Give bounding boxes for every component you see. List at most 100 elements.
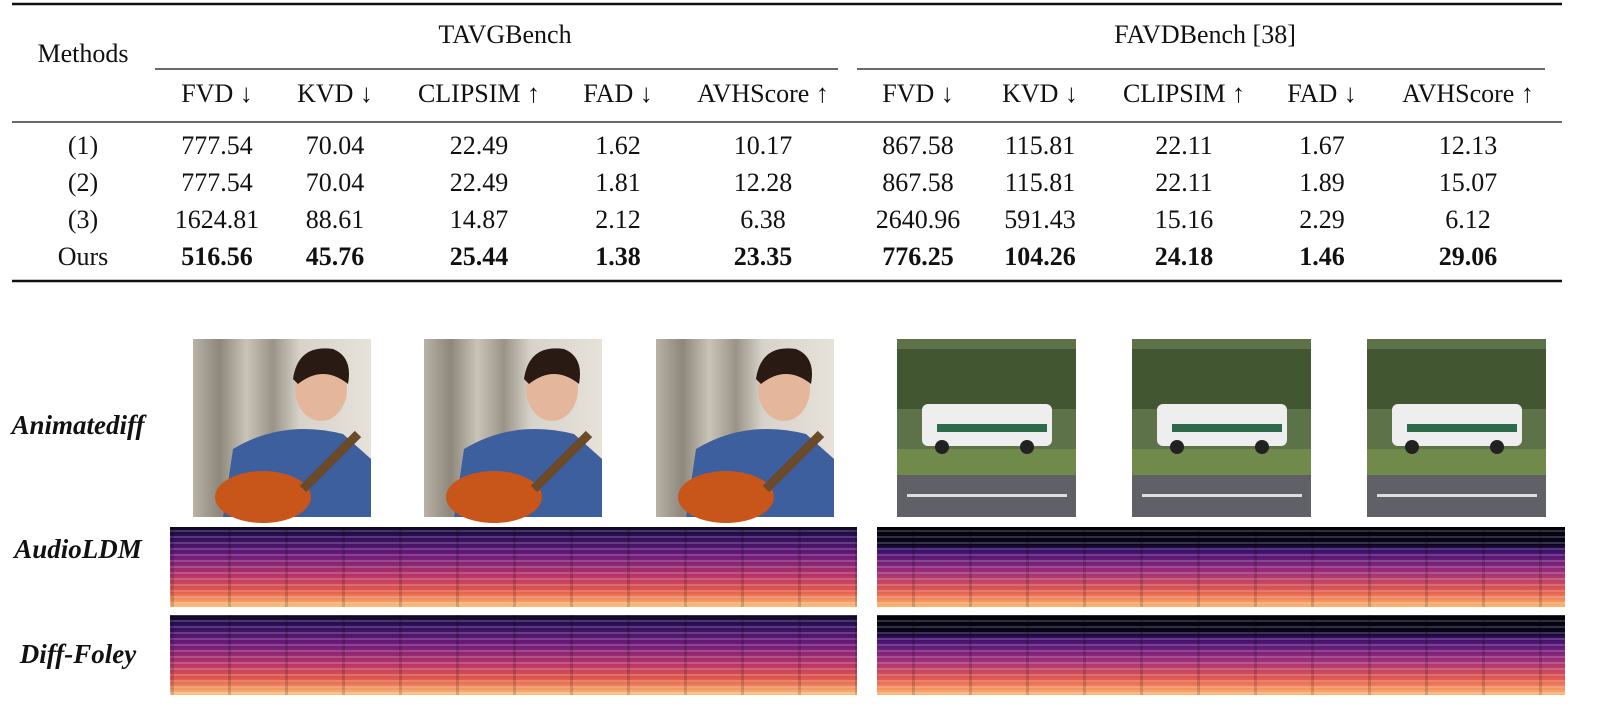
table-cell: 12.13 (1439, 131, 1498, 160)
row-label: Ours (58, 242, 109, 271)
row-label: (3) (68, 205, 98, 234)
van-stripe (1172, 424, 1282, 432)
table-cell: 115.81 (1005, 131, 1076, 160)
road-mark (1142, 494, 1302, 497)
spectrograms (170, 527, 1565, 695)
table-cell: 23.35 (734, 242, 793, 271)
method-label: AudioLDM (12, 534, 143, 564)
table-cell: 22.11 (1155, 131, 1213, 160)
row-label: (2) (68, 168, 98, 197)
table-cell: 591.43 (1004, 205, 1076, 234)
table-cell: 2.12 (595, 205, 641, 234)
hair (293, 348, 349, 384)
spectrogram-bands (170, 615, 857, 695)
table-cell: 1.89 (1299, 168, 1345, 197)
table-cell: 70.04 (306, 168, 365, 197)
table-cell: 2.29 (1299, 205, 1345, 234)
group-header: FAVDBench [38] (1114, 20, 1296, 49)
table-cell: 115.81 (1005, 168, 1076, 197)
table-cell: 867.58 (882, 168, 954, 197)
video-frame (1132, 339, 1311, 517)
guitar-neck (762, 430, 825, 493)
table-cell: 1.46 (1299, 242, 1345, 271)
hair (756, 348, 812, 384)
trees (1132, 349, 1311, 409)
table-cell: 6.12 (1445, 205, 1491, 234)
video-frame (1367, 339, 1546, 517)
video-frame (424, 339, 602, 523)
table-cell: 29.06 (1439, 242, 1498, 271)
video-frame (193, 339, 371, 523)
table-cell: 1.38 (595, 242, 641, 271)
table-cell: 25.44 (450, 242, 509, 271)
table-cell: 14.87 (450, 205, 509, 234)
column-header: AVHScore ↑ (1402, 79, 1534, 108)
trees (897, 349, 1076, 409)
wheel (935, 440, 949, 454)
van-stripe (1407, 424, 1517, 432)
spectrogram-bands (170, 527, 857, 607)
table-cell: 516.56 (181, 242, 253, 271)
van-stripe (937, 424, 1047, 432)
column-header: KVD ↓ (1002, 79, 1078, 108)
road-mark (1377, 494, 1537, 497)
table-cell: 1624.81 (175, 205, 260, 234)
video-frame (897, 339, 1076, 517)
table-cell: 22.49 (450, 168, 509, 197)
trees (1367, 349, 1546, 409)
table-cell: 22.49 (450, 131, 509, 160)
column-header: KVD ↓ (297, 79, 373, 108)
table-cell: 88.61 (306, 205, 365, 234)
table-cell: 70.04 (306, 131, 365, 160)
wheel (1490, 440, 1504, 454)
guitar (446, 471, 542, 523)
header-label: Methods (38, 39, 129, 68)
spectrogram-bands (877, 615, 1565, 695)
table-cell: 104.26 (1004, 242, 1076, 271)
wheel (1170, 440, 1184, 454)
table-cell: 2640.96 (876, 205, 961, 234)
table-cell: 1.81 (595, 168, 641, 197)
column-header: FVD ↓ (882, 79, 954, 108)
video-frame (656, 339, 834, 523)
table-cell: 15.16 (1155, 205, 1214, 234)
grass (1132, 449, 1311, 475)
table-cell: 15.07 (1439, 168, 1498, 197)
table-cell: 10.17 (734, 131, 793, 160)
table-cell: 1.67 (1299, 131, 1345, 160)
column-header: AVHScore ↑ (697, 79, 829, 108)
table-cell: 45.76 (306, 242, 365, 271)
column-header: FAD ↓ (1287, 79, 1357, 108)
column-header: CLIPSIM ↑ (1123, 79, 1245, 108)
table-cell: 776.25 (882, 242, 954, 271)
guitar (678, 471, 774, 523)
column-header: FVD ↓ (181, 79, 253, 108)
table-cell: 6.38 (740, 205, 786, 234)
guitar-neck (530, 430, 593, 493)
wheel (1255, 440, 1269, 454)
table-cell: 867.58 (882, 131, 954, 160)
column-header: CLIPSIM ↑ (418, 79, 540, 108)
guitar (215, 471, 311, 523)
guitar-neck (299, 430, 362, 493)
grass (1367, 449, 1546, 475)
table-cell: 1.62 (595, 131, 641, 160)
hair (524, 348, 580, 384)
row-label: (1) (68, 131, 98, 160)
wheel (1020, 440, 1034, 454)
image-frames (193, 339, 1546, 523)
group-header: TAVGBench (438, 20, 571, 49)
method-label: Diff-Foley (19, 639, 137, 669)
table-cell: 12.28 (734, 168, 793, 197)
table-rules (12, 2, 1562, 283)
spectrogram-bands (877, 527, 1565, 607)
table-cell: 777.54 (181, 131, 253, 160)
grass (897, 449, 1076, 475)
table-cell: 24.18 (1155, 242, 1214, 271)
method-label: Animatediff (9, 410, 147, 440)
table-cell: 777.54 (181, 168, 253, 197)
table-cell: 22.11 (1155, 168, 1213, 197)
column-header: FAD ↓ (583, 79, 653, 108)
wheel (1405, 440, 1419, 454)
